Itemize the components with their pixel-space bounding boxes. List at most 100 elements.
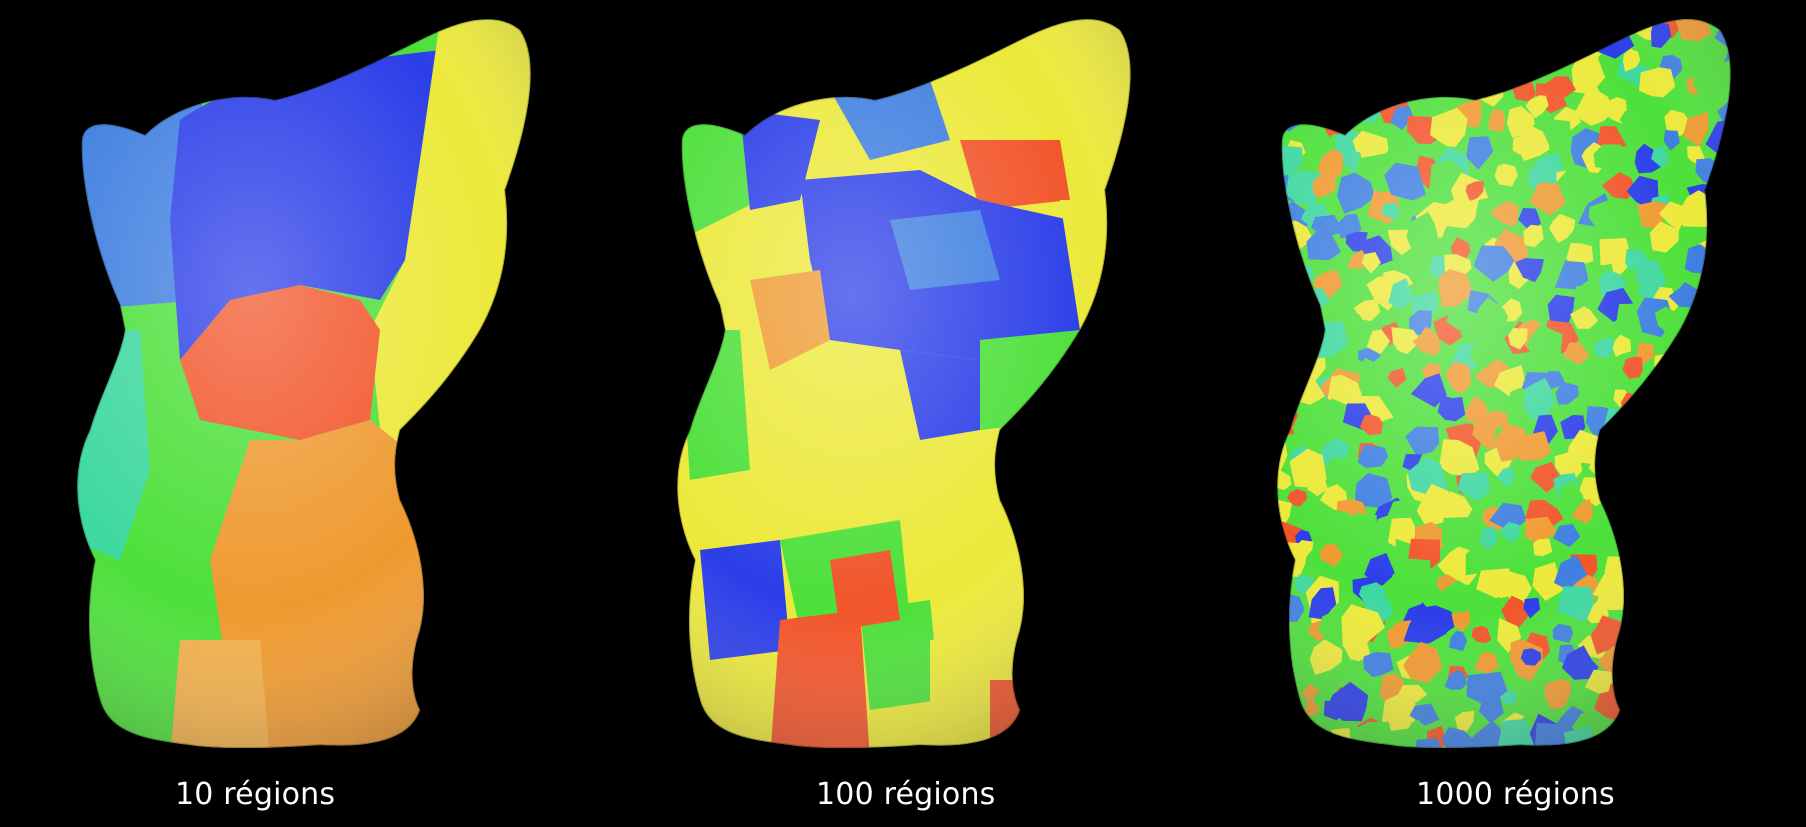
- mesh-region-patch: [1740, 696, 1760, 713]
- mesh-region-patch: [1441, 749, 1480, 770]
- mesh-region-patch: [1234, 205, 1270, 236]
- mesh-region-patch: [1378, 767, 1394, 770]
- mesh-region-patch: [1651, 660, 1686, 692]
- mesh-region-patch: [1767, 435, 1797, 465]
- mesh-region-patch: [1764, 359, 1800, 396]
- mesh-region-patch: [1731, 71, 1758, 100]
- mesh-region-patch: [1277, 392, 1295, 424]
- mesh-region-patch: [1331, 64, 1357, 95]
- mesh-region-patch: [1277, 219, 1295, 259]
- mesh-region-patch: [1756, 325, 1795, 359]
- mesh-region-patch: [1728, 319, 1731, 356]
- caption-10-regions: 10 régions: [175, 777, 336, 812]
- mesh-region-patch: [1680, 551, 1704, 576]
- mesh-region-patch: [1618, 532, 1651, 565]
- mesh-region-patch: [1701, 383, 1731, 419]
- mesh-region-patch: [1710, 178, 1731, 205]
- mesh-region-patch: [1309, 19, 1335, 28]
- mesh-region-patch: [1646, 699, 1682, 736]
- mesh-region-patch: [1676, 596, 1703, 629]
- mesh-region-patch: [1709, 709, 1731, 736]
- mesh-region-patch: [1758, 305, 1789, 336]
- mesh-region-patch: [1326, 48, 1359, 82]
- mesh-region-patch: [1703, 367, 1731, 413]
- mesh-region-patch: [1773, 481, 1795, 502]
- mesh-region-patch: [1672, 711, 1701, 748]
- mesh-region-patch: [1714, 411, 1731, 430]
- mesh-region-patch: [1229, 37, 1259, 73]
- mesh-region-patch: [1744, 122, 1776, 149]
- mesh-region-patch: [1750, 417, 1783, 455]
- mesh-region-patch: [1234, 563, 1266, 591]
- mesh-region-patch: [1733, 603, 1768, 633]
- mesh-region-patch: [1277, 19, 1278, 38]
- mesh-region-patch: [1760, 608, 1783, 635]
- mesh-region-patch: [1682, 373, 1709, 406]
- mesh-region-patch: [1560, 24, 1596, 50]
- mesh-region-patch: [1343, 20, 1387, 58]
- mesh-region-patch: [1623, 544, 1648, 570]
- mesh-region-patch: [1726, 280, 1731, 305]
- mesh-region-patch: [1686, 478, 1713, 514]
- mesh-region-patch: [1233, 362, 1255, 382]
- mesh-region-patch: [1759, 186, 1786, 210]
- mesh-region-patch: [1570, 760, 1604, 770]
- panel-10-regions: 10 régions: [0, 0, 600, 827]
- mesh-region-patch: [1237, 421, 1266, 464]
- mesh-region-patch: [1628, 652, 1648, 670]
- mesh-region-patch: [1577, 19, 1602, 31]
- mesh-region-patch: [1730, 573, 1731, 604]
- mesh-region-patch: [1341, 741, 1377, 749]
- mesh-region-patch: [1752, 572, 1783, 603]
- mesh-region-patch: [1644, 756, 1664, 770]
- mesh-region-patch: [1685, 664, 1708, 689]
- mesh-region-patch: [1247, 265, 1274, 290]
- mesh-region-patch: [1503, 19, 1525, 24]
- mesh-region-patch: [1659, 474, 1703, 511]
- mesh-region-patch: [1711, 285, 1731, 305]
- mesh-region-patch: [1613, 721, 1637, 741]
- mesh-region-patch: [1247, 279, 1272, 307]
- mesh-region-patch: [1236, 115, 1256, 132]
- mesh-region-patch: [1730, 411, 1731, 432]
- mesh-region-patch: [1336, 42, 1363, 74]
- mesh-region-patch: [1650, 636, 1678, 662]
- mesh-region-patch: [1611, 751, 1638, 770]
- mesh-region-patch: [1755, 709, 1792, 741]
- mesh-region-patch: [1711, 624, 1731, 654]
- mesh-region-patch: [1708, 660, 1729, 676]
- mesh-region-patch: [1368, 28, 1398, 52]
- mesh-region-patch: [1240, 310, 1263, 333]
- mesh-region-patch: [1742, 126, 1783, 168]
- mesh-region-patch: [1741, 764, 1768, 770]
- panel-100-regions: 100 régions: [600, 0, 1200, 827]
- mesh-region-patch: [1722, 446, 1731, 474]
- mesh-region-patch: [1619, 408, 1647, 438]
- mesh-region-patch: [1674, 374, 1700, 403]
- mesh-region-patch: [1712, 542, 1731, 567]
- mesh-region-patch: [1280, 87, 1307, 117]
- mesh-region-patch: [1462, 751, 1488, 770]
- mesh-region-patch: [1277, 668, 1292, 705]
- mesh-region-patch: [1772, 674, 1800, 711]
- mesh-region-patch: [1277, 647, 1291, 668]
- mesh-region-patch: [1521, 25, 1544, 50]
- mesh-region-patch: [1646, 486, 1672, 515]
- mesh-region-patch: [1689, 319, 1725, 358]
- mesh-region-patch: [1327, 32, 1350, 54]
- mesh-region-patch: [1711, 670, 1731, 702]
- mesh-region-patch: [1732, 652, 1771, 691]
- mesh-region-patch: [1736, 465, 1781, 511]
- mesh-region-patch: [1690, 706, 1726, 749]
- mesh-region-patch: [1416, 0, 1434, 11]
- mesh-region-patch: [1754, 298, 1784, 322]
- mesh-region-patch: [1646, 408, 1678, 437]
- mesh-region-patch: [1281, 352, 1306, 376]
- mesh-region-patch: [1243, 589, 1273, 614]
- mesh-region-patch: [1444, 53, 1461, 73]
- mesh-region-patch: [1640, 434, 1676, 474]
- mesh-region-patch: [1643, 694, 1665, 716]
- mesh-region-patch: [1754, 707, 1799, 746]
- mesh-region-patch: [1742, 64, 1764, 84]
- mesh-region-patch: [1735, 619, 1759, 643]
